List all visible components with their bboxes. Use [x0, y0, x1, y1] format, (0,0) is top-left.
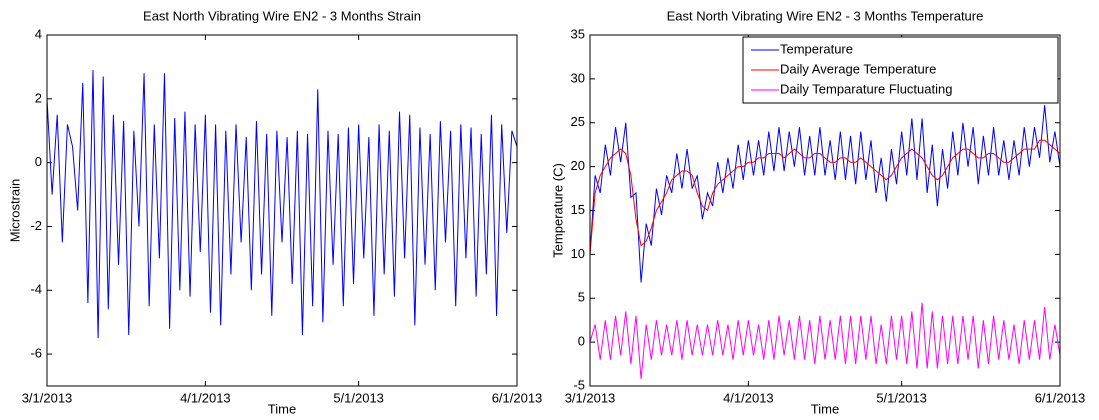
x-tick-label: 4/1/2013 [180, 390, 231, 405]
y-tick-label: 5 [578, 290, 585, 305]
y-tick-label: 25 [571, 114, 585, 129]
y-tick-label: 30 [571, 70, 585, 85]
x-tick-label: 3/1/2013 [565, 390, 616, 405]
chart-title: East North Vibrating Wire EN2 - 3 Months… [143, 8, 421, 23]
legend-label: Daily Temparature Fluctuating [780, 81, 952, 96]
y-tick-label: -6 [30, 346, 42, 361]
data-line [589, 139, 1061, 255]
x-tick-label: 4/1/2013 [723, 390, 774, 405]
data-line [589, 105, 1061, 283]
y-axis-label: Microstrain [7, 179, 22, 243]
y-tick-label: -5 [573, 377, 585, 392]
x-tick-label: 6/1/2013 [1035, 390, 1086, 405]
x-axis-label: Time [811, 401, 839, 416]
y-tick-label: 4 [35, 26, 42, 41]
y-axis-label: Temperature (C) [550, 163, 565, 258]
x-tick-label: 3/1/2013 [22, 390, 73, 405]
legend-label: Temperature [780, 41, 853, 56]
x-axis-label: Time [268, 401, 296, 416]
x-tick-label: 5/1/2013 [876, 390, 927, 405]
data-line [46, 70, 518, 339]
legend: Temperature Daily Average Temperature Dail… [742, 36, 1059, 104]
y-tick-label: 2 [35, 90, 42, 105]
y-tick-label: 15 [571, 202, 585, 217]
y-tick-label: 20 [571, 158, 585, 173]
chart-title: East North Vibrating Wire EN2 - 3 Months… [667, 8, 984, 23]
plot-frame [589, 34, 1061, 387]
y-tick-label: 0 [578, 334, 585, 349]
legend-box [742, 36, 1059, 104]
y-tick-label: 35 [571, 26, 585, 41]
y-tick-label: 0 [35, 154, 42, 169]
x-tick-label: 6/1/2013 [492, 390, 543, 405]
data-line [589, 302, 1061, 380]
y-tick-label: -2 [30, 218, 42, 233]
y-tick-label: -4 [30, 282, 42, 297]
y-tick-label: 10 [571, 246, 585, 261]
x-tick-label: 5/1/2013 [333, 390, 384, 405]
plot-frame [46, 34, 518, 387]
legend-label: Daily Average Temperature [780, 61, 936, 76]
